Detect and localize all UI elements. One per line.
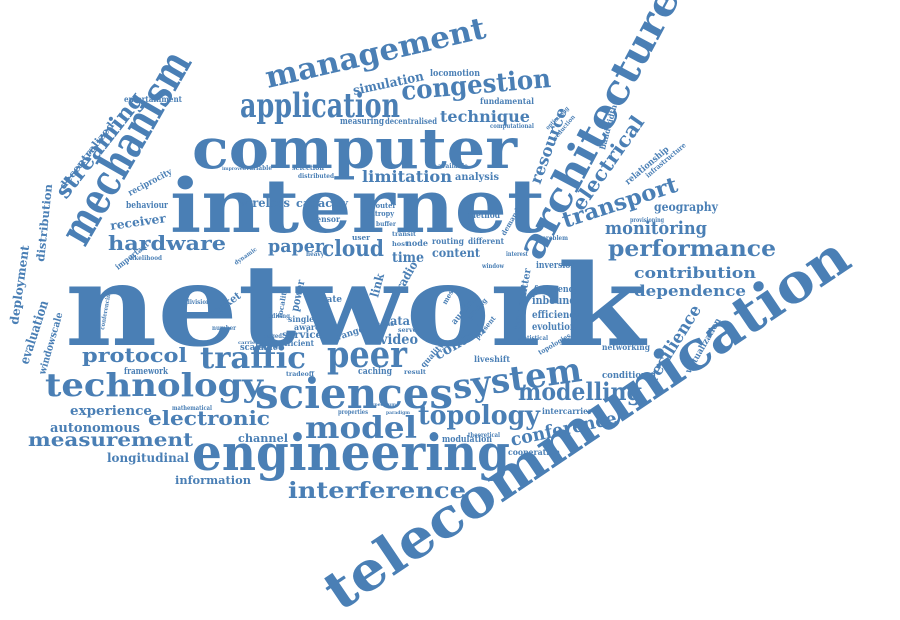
word-available: available [438, 163, 468, 170]
word-theoretical: theoretical [468, 432, 501, 439]
word-distribution: distribution [34, 183, 55, 262]
word-distributed: distributed [298, 173, 335, 180]
word-longitudinal: longitudinal [107, 451, 189, 465]
word-editing: editing [268, 313, 291, 320]
word-selection: selection [292, 163, 324, 172]
word-mathematical: mathematical [172, 405, 213, 412]
word-entropy: entropy [366, 209, 395, 218]
word-interest: interest [506, 251, 528, 258]
word-media: media [374, 321, 394, 328]
word-video: video [379, 332, 418, 348]
word-window: window [481, 263, 505, 270]
word-capacity: capacity [296, 197, 349, 210]
word-cooperation: cooperation [508, 447, 560, 457]
word-protocol: protocol [82, 343, 187, 367]
word-spectrum: spectrum [372, 402, 397, 408]
word-frequency: frequency [534, 285, 579, 295]
word-evolution: evolution [532, 322, 577, 333]
word-deployment: deployment [7, 244, 32, 326]
word-wireless: wireless [237, 196, 290, 210]
word-properties: properties [338, 409, 369, 416]
word-node: node [406, 238, 428, 248]
word-result: result [404, 369, 426, 376]
word-decentralised: decentralised [385, 116, 437, 126]
word-autonomous: autonomous [50, 421, 140, 436]
word-user: user [352, 233, 370, 242]
word-receiver: receiver [109, 211, 167, 233]
word-intercarrier: intercarrier [542, 406, 593, 416]
word-inversion: inversion [536, 261, 576, 271]
word-division: division [186, 299, 211, 306]
word-fundamental: fundamental [480, 96, 534, 106]
word-analysis: analysis [455, 172, 499, 183]
word-experience: experience [70, 404, 152, 419]
word-server: server [398, 327, 421, 334]
word-different: different [468, 236, 504, 246]
word-framework: framework [124, 367, 169, 377]
word-dependence: dependence [634, 282, 746, 300]
word-contribution: contribution [634, 264, 756, 282]
word-efficiency: efficiency [532, 310, 581, 321]
word-caching: caching [358, 367, 393, 377]
word-tradeoff: tradeoff [286, 371, 315, 378]
word-networking: networking [602, 342, 650, 352]
word-method: method [468, 211, 501, 221]
word-improved: improved [222, 166, 246, 172]
word-provisioning: provisioning [630, 217, 665, 224]
word-hardware: hardware [108, 231, 226, 255]
word-channel: channel [238, 432, 288, 445]
word-geography: geography [654, 200, 719, 214]
word-number: number [212, 325, 237, 332]
word-content: content [432, 246, 480, 260]
word-locomotion: locomotion [430, 69, 480, 79]
word-information: information [175, 474, 251, 487]
word-entertainment: entertainment [124, 94, 182, 104]
word-transit: transit [392, 231, 416, 238]
word-behaviour: behaviour [126, 201, 168, 211]
word-routing: routing [432, 236, 464, 246]
word-liveshift: liveshift [474, 354, 510, 364]
word-inbound: inbound [532, 294, 576, 307]
word-computational: computational [490, 123, 535, 130]
word-paradigm: paradigm [386, 410, 411, 416]
word-rate: rate [322, 295, 342, 305]
word-variable: variable [245, 165, 272, 172]
word-performance: performance [608, 236, 776, 262]
word-carrier: carrier [238, 340, 258, 346]
word-measuring: measuring [340, 117, 385, 127]
word-buffer: buffer [376, 221, 397, 228]
word-conditional: conditional [602, 371, 657, 381]
word-efficient: efficient [280, 338, 314, 348]
word-legged: legged [262, 333, 283, 340]
word-interference: interference [288, 478, 466, 504]
word-model: model [305, 411, 417, 446]
word-statistical: statistical [518, 335, 549, 342]
word-modelling: modelling [518, 377, 642, 406]
word-sensor: sensor [312, 214, 341, 224]
word-likelihood: likelihood [130, 255, 163, 262]
word-heavy: heavy [306, 251, 324, 258]
word-problem: problem [542, 235, 569, 242]
word-single: single [288, 314, 314, 324]
